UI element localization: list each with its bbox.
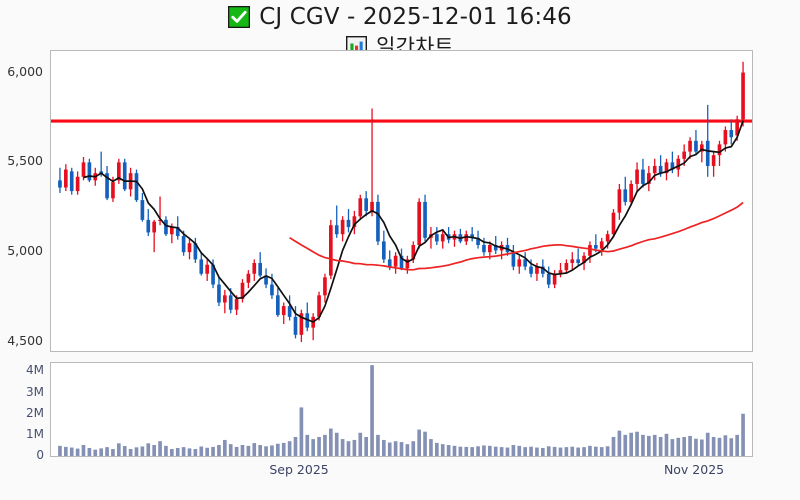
volume-y-tick: 4M — [26, 363, 44, 378]
x-tick: Nov 2025 — [663, 462, 725, 477]
volume-y-tick: 3M — [26, 384, 44, 399]
price-y-tick: 6,000 — [7, 63, 43, 79]
volume-y-tick: 0 — [36, 448, 44, 462]
price-y-tick: 4,500 — [7, 333, 43, 349]
price-chart-panel[interactable] — [50, 50, 753, 352]
price-y-tick: 5,500 — [7, 153, 43, 169]
title-row: CJ CGV - 2025-12-01 16:46 — [0, 2, 800, 32]
volume-chart-panel[interactable] — [50, 362, 753, 457]
green-check-icon — [228, 6, 251, 28]
x-tick: Sep 2025 — [269, 462, 329, 477]
volume-y-tick: 1M — [26, 426, 44, 441]
page-title: CJ CGV - 2025-12-01 16:46 — [259, 4, 572, 30]
volume-y-tick: 2M — [26, 405, 44, 420]
price-y-tick: 5,000 — [7, 243, 43, 259]
